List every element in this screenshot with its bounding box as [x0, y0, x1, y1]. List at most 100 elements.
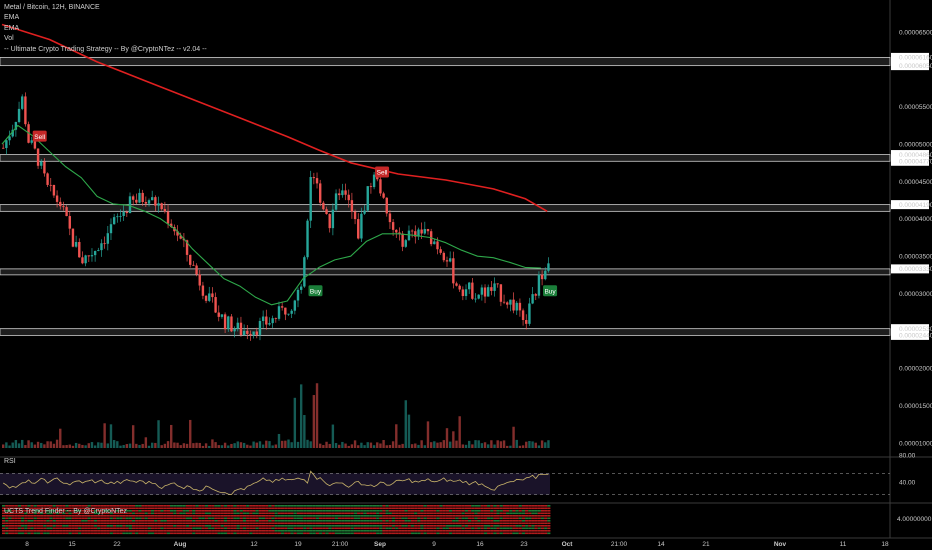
ucts-cell [452, 530, 456, 532]
ucts-cell [195, 527, 199, 530]
ucts-cell [119, 512, 123, 515]
ucts-cell [227, 517, 231, 520]
candle-body [306, 220, 309, 258]
ucts-cell [395, 515, 399, 517]
ucts-cell [531, 525, 535, 527]
time-label: 21:00 [332, 541, 349, 548]
ucts-cell [122, 530, 126, 532]
ucts-cell [141, 515, 145, 517]
volume-bar [445, 428, 449, 448]
ucts-cell [395, 517, 399, 520]
ucts-cell [131, 520, 136, 522]
ucts-cell [249, 530, 253, 532]
legend-volume: Vol [4, 35, 14, 43]
ucts-cell [376, 527, 380, 530]
ucts-cell [78, 505, 82, 507]
ucts-cell [217, 520, 221, 522]
ucts-cell [265, 527, 269, 530]
ucts-cell [125, 515, 129, 517]
ucts-cell [160, 525, 164, 527]
ucts-cell [331, 520, 335, 522]
volume-bar [480, 443, 484, 448]
volume-bar [93, 445, 97, 448]
ucts-cell [138, 512, 142, 515]
ucts-cell [410, 527, 415, 530]
ucts-cell [90, 512, 94, 515]
ucts-cell [166, 505, 171, 507]
ucts-cell [103, 525, 107, 527]
ucts-cell [87, 520, 91, 522]
volume-bar [540, 440, 544, 448]
ucts-cell [436, 525, 440, 527]
candle-body [84, 255, 87, 264]
volume-bar [271, 445, 274, 448]
ucts-cell [246, 505, 250, 507]
ucts-cell [471, 507, 475, 510]
ucts-cell [385, 515, 389, 517]
ucts-cell [261, 527, 266, 530]
ucts-cell [144, 532, 148, 535]
ucts-cell [125, 512, 129, 515]
ucts-cell [163, 532, 167, 535]
ucts-cell [439, 505, 443, 507]
ucts-cell [372, 522, 377, 525]
ucts-cell [40, 510, 44, 512]
ucts-cell [521, 510, 526, 512]
ucts-cell [147, 522, 151, 525]
signal-buy: Buy [308, 285, 323, 297]
ucts-cell [306, 530, 310, 532]
ucts-cell [160, 530, 164, 532]
ucts-cell [493, 530, 497, 532]
ucts-cell [376, 522, 380, 525]
ucts-cell [65, 512, 69, 515]
ucts-cell [290, 522, 294, 525]
ucts-cell [274, 510, 278, 512]
volume-bar [233, 443, 236, 448]
ucts-cell [376, 530, 380, 532]
ucts-cell [338, 522, 342, 525]
time-label: 14 [657, 541, 665, 548]
ucts-cell [315, 507, 319, 510]
ucts-cell [338, 505, 342, 507]
ucts-cell [236, 525, 240, 527]
ucts-cell [78, 527, 82, 530]
candle-body [518, 302, 522, 311]
ucts-cell [242, 532, 247, 535]
ucts-cell [261, 525, 266, 527]
ucts-cell [325, 522, 329, 525]
ucts-cell [173, 520, 177, 522]
ucts-cell [398, 527, 402, 530]
ucts-cell [176, 507, 180, 510]
ucts-cell [268, 515, 272, 517]
ucts-cell [109, 515, 113, 517]
ucts-cell [521, 517, 526, 520]
volume-bar [17, 443, 21, 448]
ucts-cell [369, 520, 373, 522]
ucts-cell [246, 530, 250, 532]
ucts-cell [483, 512, 488, 515]
ucts-cell [268, 517, 272, 520]
ucts-cell [372, 527, 377, 530]
ucts-cell [74, 505, 79, 507]
ucts-cell [233, 510, 237, 512]
ucts-cell [493, 507, 497, 510]
ucts-cell [208, 505, 212, 507]
ucts-cell [179, 515, 183, 517]
ucts-cell [372, 532, 377, 535]
ucts-cell [236, 512, 240, 515]
ucts-cell [49, 517, 53, 520]
ucts-cell [369, 510, 373, 512]
ucts-cell [223, 530, 228, 532]
volume-bar [62, 445, 65, 448]
ucts-cell [467, 517, 472, 520]
ucts-cell [334, 507, 339, 510]
ucts-cell [128, 505, 132, 507]
ucts-cell [33, 512, 37, 515]
ucts-cell [211, 520, 215, 522]
ucts-cell [179, 512, 183, 515]
ucts-cell [445, 507, 449, 510]
ucts-cell [284, 520, 288, 522]
ucts-cell [515, 505, 519, 507]
